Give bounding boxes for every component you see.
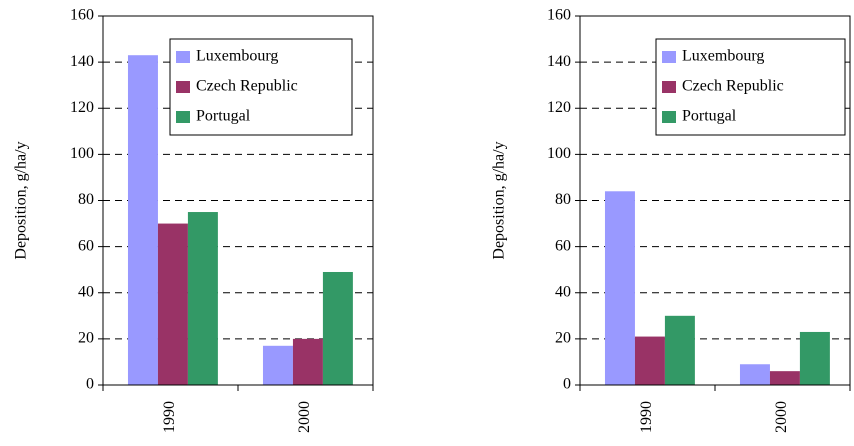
legend: Luxembourg Czech Republic Portugal [655,38,846,136]
y-tick-label: 0 [563,376,571,393]
bar [292,338,323,385]
y-tick-label: 100 [547,145,571,162]
plot-frame [579,15,851,386]
x-tick-label: 2000 [773,401,790,433]
bar [604,191,635,385]
x-tick-label: 1990 [638,401,655,433]
plot-frame [102,15,374,386]
legend: Luxembourg Czech Republic Portugal [169,38,353,136]
bar [127,55,158,386]
bar [187,212,218,385]
legend-swatch [662,111,676,123]
y-tick-label: 20 [78,330,94,347]
legend-swatch [176,81,190,93]
y-tick-label: 100 [70,145,94,162]
y-tick-label: 160 [70,7,94,24]
legend-swatch [176,111,190,123]
y-tick-label: 80 [555,191,571,208]
y-tick-label: 40 [78,283,94,300]
bar [634,336,665,385]
bar [322,271,353,385]
bar [769,371,800,385]
y-tick-label: 140 [547,53,571,70]
y-tick-label: 40 [555,283,571,300]
y-tick-label: 120 [547,99,571,116]
legend-box [655,38,846,136]
legend-swatch [662,81,676,93]
bar [262,345,293,385]
bar [799,331,830,385]
x-tick-label: 1990 [161,401,178,433]
y-tick-label: 60 [78,237,94,254]
y-tick-label: 0 [86,376,94,393]
legend-label: Portugal [682,108,737,125]
x-tick-label: 2000 [296,401,313,433]
legend-label: Luxembourg [196,48,278,65]
legend-swatch [176,51,190,63]
legend-box [169,38,353,136]
y-tick-label: 140 [70,53,94,70]
legend-label: Luxembourg [682,48,764,65]
y-tick-label: 120 [70,99,94,116]
bar [157,223,188,385]
y-tick-label: 80 [78,191,94,208]
chart: 0 20 40 60 80 100 120 140 160 1990 2000 Deposition,… [13,7,374,433]
y-tick-label: 20 [555,330,571,347]
y-tick-label: 60 [555,237,571,254]
y-axis-label: Deposition, g/ha/y [13,141,30,259]
bar [739,364,770,385]
y-axis-label: Deposition, g/ha/y [491,141,508,259]
legend-swatch [662,51,676,63]
legend-label: Czech Republic [682,78,784,95]
bar [664,315,695,385]
y-tick-label: 160 [547,7,571,24]
legend-label: Portugal [196,108,251,125]
legend-label: Czech Republic [196,78,298,95]
chart: 0 20 40 60 80 100 120 140 160 1990 2000 Deposition,… [491,7,851,433]
